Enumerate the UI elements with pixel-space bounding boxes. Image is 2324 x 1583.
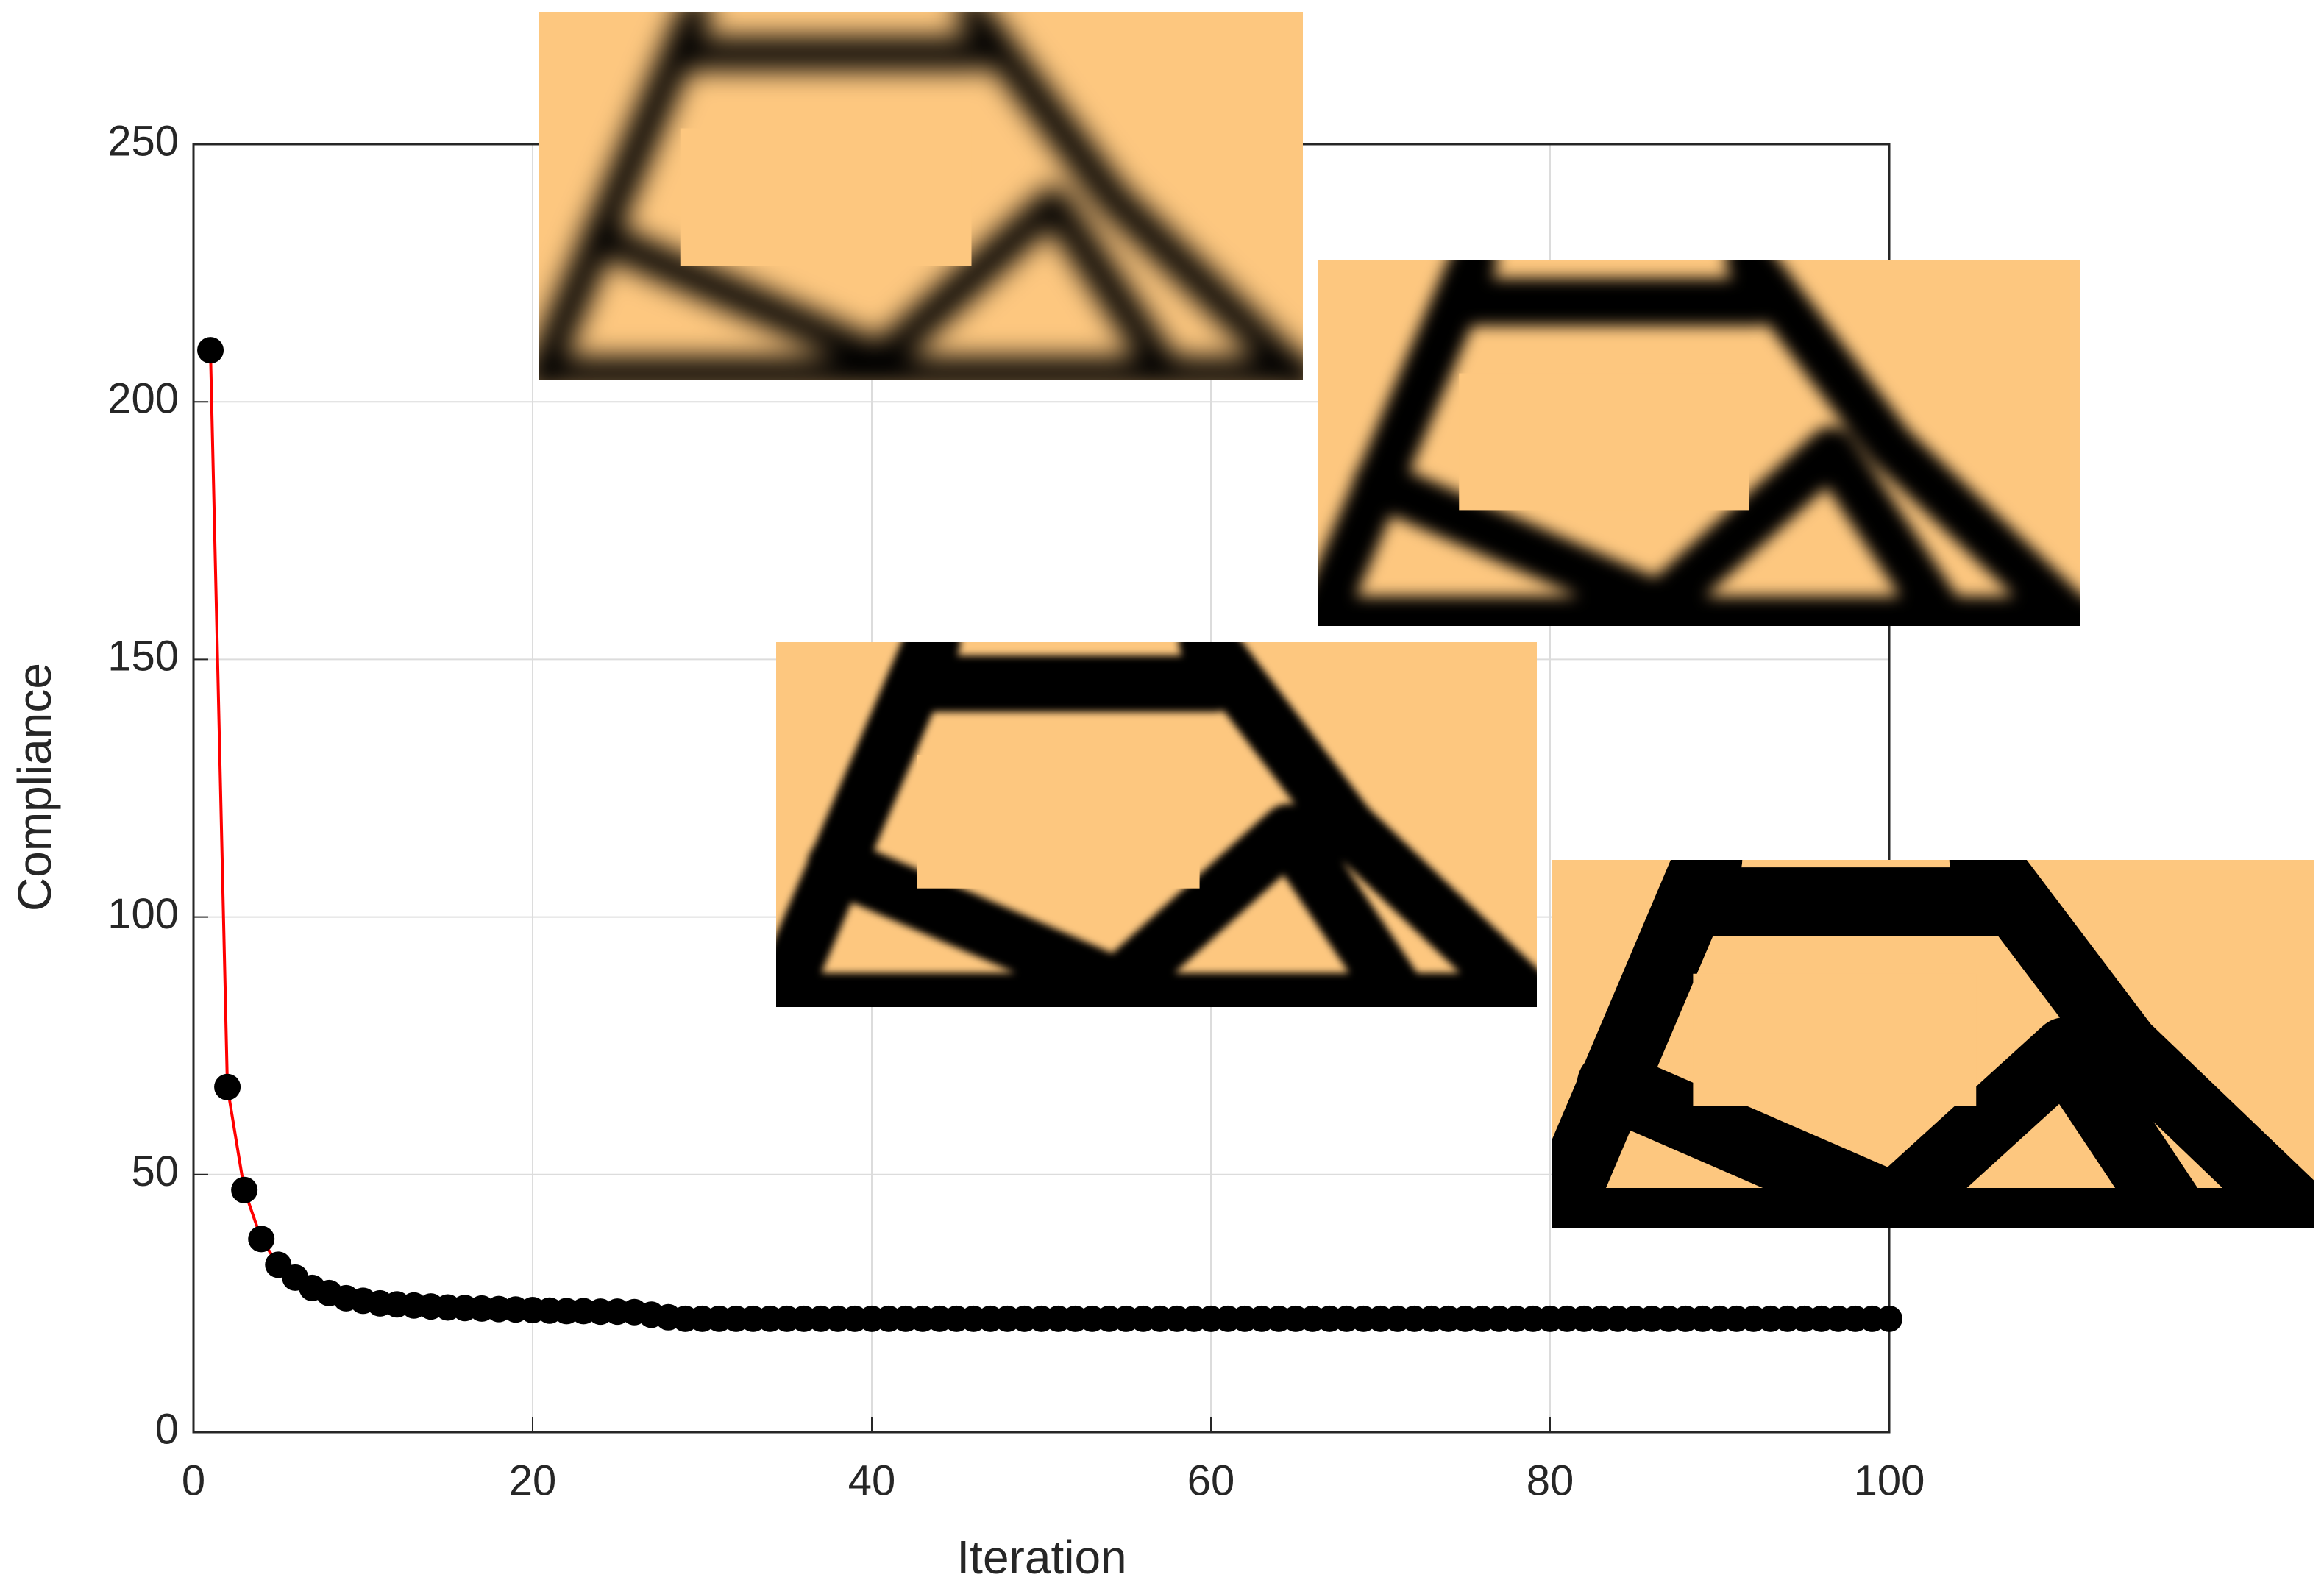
design-inset xyxy=(776,642,1537,1007)
x-tick-label: 60 xyxy=(1187,1456,1235,1504)
marker xyxy=(197,337,224,364)
marker xyxy=(231,1176,258,1203)
y-tick-label: 100 xyxy=(107,890,179,938)
design-inset xyxy=(539,12,1303,380)
design-inset xyxy=(1318,260,2080,626)
y-tick-label: 150 xyxy=(107,633,179,680)
y-tick-label: 250 xyxy=(107,117,179,165)
x-tick-label: 80 xyxy=(1527,1456,1574,1504)
x-tick-label: 0 xyxy=(182,1456,205,1504)
marker xyxy=(248,1226,275,1253)
design-insets xyxy=(539,12,2314,1228)
y-tick-label: 50 xyxy=(131,1148,179,1195)
y-tick-label: 0 xyxy=(155,1405,179,1453)
y-axis-label: Compliance xyxy=(8,663,61,911)
x-tick-label: 40 xyxy=(848,1456,896,1504)
x-axis-label: Iteration xyxy=(956,1531,1126,1583)
marker xyxy=(1876,1305,1902,1332)
marker xyxy=(214,1073,241,1100)
design-inset xyxy=(1552,860,2314,1228)
x-tick-label: 100 xyxy=(1854,1456,1925,1504)
y-tick-label: 200 xyxy=(107,375,179,423)
x-tick-label: 20 xyxy=(509,1456,557,1504)
